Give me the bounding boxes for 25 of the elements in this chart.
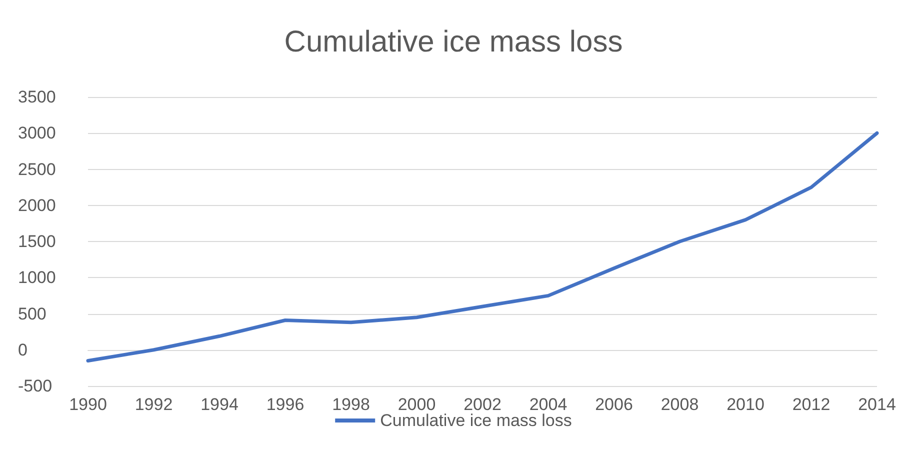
line-series <box>86 131 879 362</box>
legend-label: Cumulative ice mass loss <box>380 411 572 430</box>
y-tick-label: 3000 <box>18 124 56 143</box>
x-tick-label: 2004 <box>529 395 568 414</box>
x-tick-label: 2008 <box>660 395 699 414</box>
y-tick-label: 2500 <box>18 160 56 179</box>
x-tick-label: 2014 <box>858 395 896 414</box>
x-tick-label: 1996 <box>266 395 304 414</box>
y-tick-label: 2000 <box>18 196 56 215</box>
x-tick-label: 2006 <box>595 395 633 414</box>
chart-title: Cumulative ice mass loss <box>284 26 623 58</box>
x-tick-label: 1990 <box>69 395 107 414</box>
x-tick-label: 2012 <box>792 395 830 414</box>
x-tick-label: 2000 <box>398 395 436 414</box>
y-tick-label: 500 <box>18 304 46 324</box>
y-tick-label: 1000 <box>18 268 56 288</box>
y-tick-label: 3500 <box>18 88 56 106</box>
y-tick-label: -500 <box>18 376 52 396</box>
x-tick-label: 1992 <box>134 395 173 414</box>
x-tick-label: 2002 <box>464 395 502 414</box>
y-tick-label: 1500 <box>18 232 56 251</box>
x-tick-label: 1994 <box>200 395 238 414</box>
x-tick-label: 1998 <box>332 395 370 414</box>
x-tick-label: 2010 <box>726 395 764 414</box>
y-tick-label: 0 <box>18 340 28 360</box>
